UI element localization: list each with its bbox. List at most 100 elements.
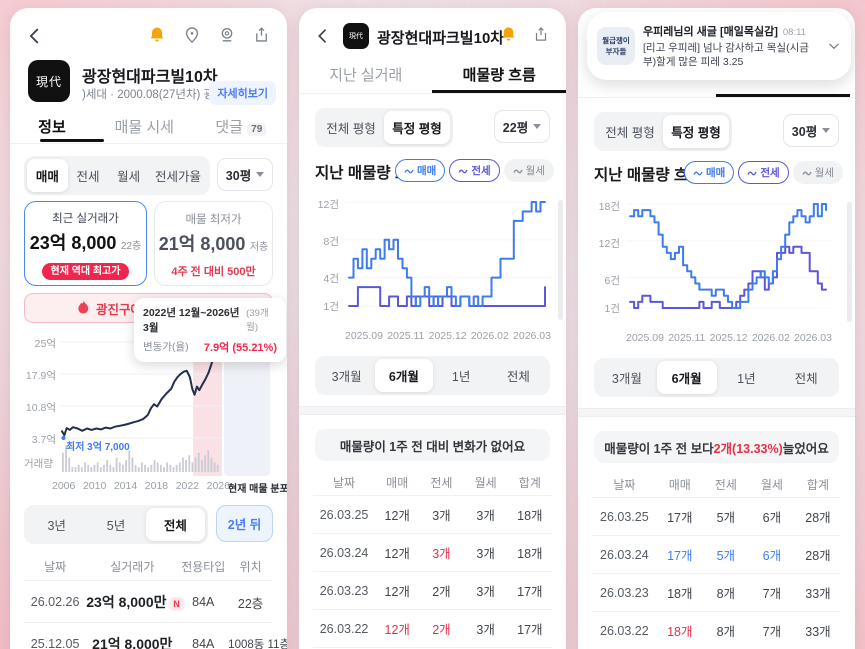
range-5y[interactable]: 5년 — [106, 519, 126, 533]
fire-icon — [78, 300, 89, 314]
complex-subtitle: )세대 · 2000.08(27년차) 광장동 · — [82, 89, 243, 101]
tab-listings[interactable]: 매물 시세 — [114, 119, 174, 136]
push-notification[interactable]: 월급쟁이 부자들 우피레님의 새글 [매일목실감] 08:11 [리고 우피레]… — [587, 12, 851, 80]
recent-price-card[interactable]: 최근 실거래가 23억 8,000 22층 현재 역대 최고가 — [24, 201, 147, 286]
chart-scrollbar[interactable] — [847, 202, 852, 322]
cctv-icon[interactable] — [217, 24, 237, 46]
seg-jeonse-ratio[interactable]: 전세가율 — [154, 170, 201, 184]
scope-all[interactable]: 전체 평형 — [326, 122, 376, 136]
legend-jeonse-chip[interactable]: 전세 — [449, 159, 500, 182]
complex-info-panel: 現代 광장현대파크빌10차 )세대 · 2000.08(27년차) 광장동 · … — [10, 8, 287, 649]
range-all[interactable]: 전체 — [145, 508, 205, 541]
ytick: 1건 — [323, 301, 340, 313]
chart-scrollbar[interactable] — [558, 200, 563, 320]
seg-sale[interactable]: 매매 — [27, 159, 68, 192]
min-price-annotation: 최저 3억 7,000 — [66, 442, 130, 453]
squiggle-icon — [747, 171, 757, 175]
period-1y[interactable]: 1년 — [737, 372, 756, 386]
tab-indicator — [716, 94, 850, 97]
col-date: 날짜 — [613, 478, 636, 492]
tab-listing-flow[interactable]: 매물량 흐름 — [462, 67, 536, 84]
xtick: 2025.11 — [387, 330, 425, 342]
location-pin-icon[interactable] — [182, 24, 202, 46]
table-row: 26.03.24 12개 3개 3개 18개 — [319, 545, 543, 562]
share-icon[interactable] — [252, 24, 271, 46]
change-highlight: 2개(13.33%) — [713, 441, 783, 456]
tab-comments[interactable]: 댓글 79 — [195, 116, 287, 137]
chart-tooltip: 2022년 12월~2026년 3월 (39개월) 변동가(율) 7.9억 (5… — [134, 298, 286, 362]
notification-avatar: 월급쟁이 부자들 — [597, 27, 635, 65]
scope-all[interactable]: 전체 평형 — [605, 126, 655, 140]
period-3m[interactable]: 3개월 — [611, 372, 642, 386]
chevron-down-icon[interactable] — [827, 39, 841, 53]
lowest-listing-value: 21억 8,000 — [158, 234, 246, 254]
table-row: 26.03.24 17개 5개 6개 28개 — [600, 547, 831, 564]
recent-price-floor: 22층 — [120, 241, 142, 252]
legend-jeonse-chip[interactable]: 전세 — [738, 161, 789, 184]
flow-chart-title: 지난 매물량 흐름 — [594, 167, 703, 184]
period-6m[interactable]: 6개월 — [656, 361, 717, 394]
xtick: 2010 — [82, 480, 107, 492]
period-segment: 3개월 6개월 1년 전체 — [315, 356, 550, 395]
lowest-listing-card[interactable]: 매물 최저가 21억 8,000 저층 4주 전 대비 500만 — [154, 201, 273, 286]
seg-wolse[interactable]: 월세 — [117, 170, 141, 184]
ytick: 17.9억 — [25, 370, 56, 382]
table-row: 26.03.22 18개 8개 7개 33개 — [600, 623, 831, 640]
complex-name: 광장현대파크빌10차 — [82, 69, 218, 86]
tooltip-change-value: 7.9억 (55.21%) — [203, 342, 277, 354]
table-row: 26.03.23 18개 8개 7개 33개 — [600, 585, 831, 602]
trade-type-segment: 매매 전세 월세 전세가율 — [24, 156, 210, 195]
legend-wolse-chip[interactable]: 월세 — [792, 161, 843, 184]
squiggle-icon — [458, 169, 468, 173]
xtick: 2022 — [175, 480, 200, 492]
volume-axis-label: 거래량 — [24, 458, 53, 470]
range-3y[interactable]: 3년 — [47, 519, 66, 533]
xtick: 2025.09 — [626, 332, 664, 344]
legend-sale-chip[interactable]: 매매 — [395, 159, 446, 182]
caret-down-icon — [822, 128, 831, 137]
ytick: 12건 — [598, 238, 620, 250]
period-6m[interactable]: 6개월 — [375, 359, 433, 392]
bell-icon[interactable] — [147, 24, 167, 46]
scope-specific[interactable]: 특정 평형 — [384, 111, 450, 144]
complex-logo: 現代 — [28, 60, 70, 102]
lowest-listing-label: 매물 최저가 — [185, 214, 242, 226]
lowest-listing-change: 4주 전 대비 500만 — [171, 266, 256, 278]
tab-past-transactions[interactable]: 지난 실거래 — [329, 67, 403, 84]
col-sale: 매매 — [386, 476, 409, 490]
back-button[interactable] — [24, 24, 46, 53]
panel-title: 광장현대파크빌10차 — [377, 30, 505, 47]
share-icon[interactable] — [532, 24, 550, 50]
area-select[interactable]: 22평 — [494, 110, 550, 143]
squiggle-icon — [693, 171, 703, 175]
seg-jeonse[interactable]: 전세 — [76, 170, 100, 184]
distribution-label: 현재 매물 분포 — [228, 484, 287, 495]
future-2y-chip[interactable]: 2년 뒤 — [216, 505, 273, 542]
scope-specific[interactable]: 특정 평형 — [663, 115, 729, 148]
xtick: 2026.02 — [751, 332, 790, 344]
legend-wolse-chip[interactable]: 월세 — [503, 159, 554, 182]
period-all[interactable]: 전체 — [506, 370, 530, 384]
back-button[interactable] — [313, 25, 333, 52]
col-jeonse: 전세 — [714, 478, 737, 492]
ytick: 12건 — [317, 199, 339, 211]
ytick: 18건 — [598, 201, 620, 213]
area-select[interactable]: 30평 — [783, 114, 839, 147]
bell-icon[interactable] — [499, 24, 518, 50]
detail-link[interactable]: 자세히보기 — [209, 81, 276, 105]
recent-price-value: 23억 8,000 — [29, 233, 117, 253]
area-select[interactable]: 30평 — [217, 158, 273, 191]
period-1y[interactable]: 1년 — [451, 370, 471, 384]
col-type: 전용타입 — [181, 560, 226, 574]
period-all[interactable]: 전체 — [794, 372, 818, 386]
tab-info[interactable]: 정보 — [38, 119, 66, 136]
new-badge: N — [169, 597, 184, 611]
table-row: 26.03.25 17개 5개 6개 28개 — [600, 509, 831, 526]
caret-down-icon — [533, 124, 542, 133]
period-3m[interactable]: 3개월 — [331, 370, 362, 384]
section-divider — [578, 408, 855, 417]
legend-sale-chip[interactable]: 매매 — [684, 161, 735, 184]
scope-segment: 전체 평형 특정 평형 — [315, 108, 453, 147]
col-total: 합계 — [806, 478, 829, 492]
ytick: 4건 — [323, 273, 340, 285]
